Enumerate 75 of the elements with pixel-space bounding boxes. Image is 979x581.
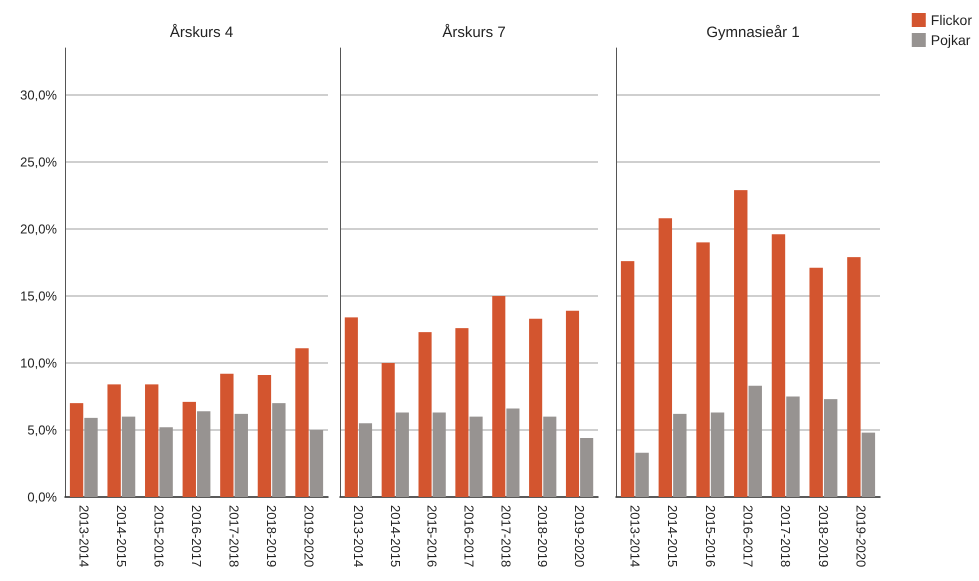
y-tick-label: 30,0% <box>20 87 58 102</box>
bar <box>70 403 84 497</box>
x-tick-label: 2018-2019 <box>535 505 550 568</box>
bar <box>635 452 649 497</box>
bar <box>272 403 286 497</box>
y-tick-label: 0,0% <box>27 490 58 504</box>
bar <box>358 423 372 497</box>
bar <box>382 362 395 497</box>
bar <box>658 218 672 497</box>
bar <box>786 396 800 497</box>
y-tick-label: 5,0% <box>27 422 58 438</box>
bar <box>862 432 876 497</box>
x-tick-label: 2014-2015 <box>665 505 680 568</box>
bar <box>159 427 173 497</box>
bar <box>220 374 234 497</box>
x-tick-label: 2014-2015 <box>388 505 403 568</box>
bar <box>734 190 748 497</box>
chart-title: Gymnasieår 1 <box>706 24 800 41</box>
bar <box>824 399 838 497</box>
legend-label: Pojkar <box>930 32 971 48</box>
bar <box>580 438 594 497</box>
bar <box>344 317 358 497</box>
bar <box>396 412 409 497</box>
x-tick-label: 2015-2016 <box>702 505 718 568</box>
x-tick-label: 2017-2018 <box>226 505 242 568</box>
x-tick-label: 2017-2018 <box>778 505 794 568</box>
bar <box>418 332 432 497</box>
bar <box>234 414 248 497</box>
bar <box>182 402 196 497</box>
x-tick-label: 2017-2018 <box>498 505 514 568</box>
y-tick-label: 25,0% <box>20 154 58 170</box>
bar <box>145 384 158 497</box>
bar <box>295 348 309 497</box>
bar <box>258 375 272 497</box>
bar <box>566 310 580 497</box>
bar <box>620 261 634 497</box>
bar <box>710 412 724 497</box>
bar <box>455 328 468 497</box>
y-tick-label: 15,0% <box>20 288 58 304</box>
x-tick-label: 2019-2020 <box>302 505 317 568</box>
bar <box>529 318 542 497</box>
x-tick-label: 2016-2017 <box>740 505 756 568</box>
x-tick-label: 2015-2016 <box>424 505 440 568</box>
bar <box>470 416 483 497</box>
bar <box>696 242 710 497</box>
bar <box>809 268 823 497</box>
x-tick-label: 2013-2014 <box>350 505 366 568</box>
x-tick-label: 2013-2014 <box>76 505 92 568</box>
y-tick-label: 10,0% <box>20 355 58 370</box>
x-tick-label: 2014-2015 <box>114 505 129 568</box>
bar <box>84 418 98 497</box>
bar <box>122 416 136 497</box>
bar <box>492 296 506 497</box>
bar <box>310 430 324 497</box>
x-tick-label: 2018-2019 <box>264 505 280 568</box>
bar <box>432 412 446 497</box>
x-tick-label: 2016-2017 <box>189 505 204 568</box>
chart-title: Årskurs 4 <box>170 23 234 41</box>
x-tick-label: 2019-2020 <box>572 505 588 568</box>
bar <box>197 411 210 497</box>
x-tick-label: 2019-2020 <box>854 505 869 568</box>
bar <box>543 416 556 497</box>
bar <box>107 384 121 497</box>
bar <box>748 386 762 497</box>
bar <box>847 257 861 497</box>
bar <box>772 234 786 497</box>
x-tick-label: 2015-2016 <box>151 505 166 568</box>
legend-label: Flickor <box>930 12 972 28</box>
chart-title: Årskurs 7 <box>442 23 506 41</box>
bar <box>506 408 520 497</box>
x-tick-label: 2016-2017 <box>462 505 476 568</box>
x-tick-label: 2013-2014 <box>627 505 642 568</box>
x-tick-label: 2018-2019 <box>816 505 831 568</box>
y-tick-label: 20,0% <box>20 221 58 236</box>
bar <box>673 414 687 497</box>
